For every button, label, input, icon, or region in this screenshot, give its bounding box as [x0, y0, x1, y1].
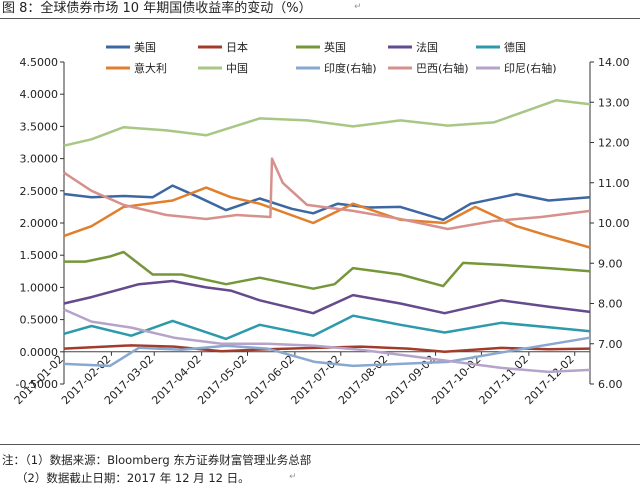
- y-right-tick-label: 6.00: [598, 378, 623, 391]
- footnote-source: 注：（1）数据来源：Bloomberg 东方证券财富管理业务总部: [2, 453, 312, 467]
- y-left-tick-label: 1.5000: [20, 249, 59, 262]
- series-line: [63, 184, 591, 222]
- series-line: [63, 98, 591, 147]
- legend-label: 法国: [416, 40, 438, 54]
- y-left-tick-label: -0.5000: [16, 378, 58, 391]
- y-left-tick-label: 0.5000: [20, 314, 59, 327]
- series-line: [63, 157, 591, 231]
- paragraph-mark-icon: ↵: [354, 2, 362, 12]
- paragraph-mark-icon: ↵: [289, 472, 297, 482]
- y-right-tick-label: 13.00: [598, 96, 630, 109]
- y-left-tick-label: 4.5000: [20, 56, 59, 69]
- legend-label: 巴西(右轴): [416, 61, 469, 75]
- y-left-tick-label: 3.5000: [20, 120, 59, 133]
- y-right-tick-label: 9.00: [598, 257, 623, 270]
- x-tick-label: 2017-05-02: [195, 353, 249, 407]
- series-line: [63, 336, 591, 368]
- y-right-tick-label: 12.00: [598, 137, 630, 150]
- y-left-tick-label: 0.0000: [20, 346, 59, 359]
- legend-label: 美国: [134, 41, 156, 54]
- y-right-tick-label: 7.00: [598, 338, 623, 351]
- legend-label: 德国: [504, 40, 526, 54]
- figure-title: 图 8：全球债券市场 10 年期国债收益率的变动（%）: [2, 1, 312, 16]
- y-left-tick-label: 2.0000: [20, 217, 59, 230]
- x-tick-label: 2017-08-02: [336, 353, 390, 407]
- series-line: [63, 314, 591, 341]
- notes-rule: [0, 444, 640, 445]
- y-right-tick-label: 8.00: [598, 298, 623, 311]
- y-left-tick-label: 4.0000: [20, 88, 59, 101]
- series-line: [64, 250, 591, 290]
- x-tick-label: 2017-12-02: [522, 353, 576, 407]
- legend-label: 意大利: [134, 61, 167, 75]
- legend-label: 中国: [226, 62, 248, 75]
- series-line: [63, 308, 591, 374]
- legend-label: 印尼(右轴): [504, 61, 557, 75]
- title-rule: [0, 18, 640, 19]
- y-left-tick-label: 2.5000: [20, 185, 59, 198]
- series-line: [63, 279, 591, 315]
- legend-label: 印度(右轴): [324, 61, 377, 75]
- chart-series-lines: [63, 98, 591, 374]
- footnote-date: （2）数据截止日期：2017 年 12 月 12 日。: [16, 471, 250, 485]
- y-right-tick-label: 14.00: [598, 56, 630, 69]
- y-right-tick-label: 10.00: [598, 217, 630, 230]
- legend-label: 英国: [324, 40, 346, 54]
- y-left-tick-label: 1.0000: [20, 281, 59, 294]
- legend-label: 日本: [226, 40, 248, 54]
- y-right-tick-label: 11.00: [598, 177, 630, 190]
- y-left-tick-label: 3.0000: [20, 153, 59, 166]
